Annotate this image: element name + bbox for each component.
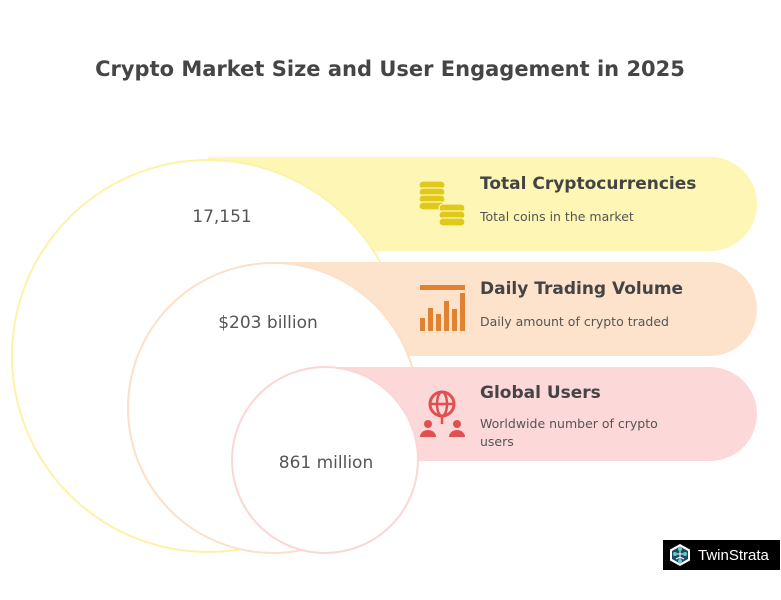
heading-global-users: Global Users bbox=[480, 383, 601, 403]
heading-total-cryptocurrencies: Total Cryptocurrencies bbox=[480, 174, 696, 194]
page-title: Crypto Market Size and User Engagement i… bbox=[95, 57, 685, 81]
bar-chart-icon bbox=[420, 285, 465, 331]
heading-daily-trading-volume: Daily Trading Volume bbox=[480, 279, 683, 299]
value-global-users: 861 million bbox=[279, 453, 373, 473]
desc-global-users-line1: Worldwide number of crypto bbox=[480, 416, 658, 431]
globe-users-icon bbox=[420, 390, 465, 437]
coins-icon bbox=[418, 180, 466, 227]
value-daily-trading-volume: $203 billion bbox=[218, 313, 318, 333]
desc-global-users-line2: users bbox=[480, 434, 514, 449]
value-total-cryptocurrencies: 17,151 bbox=[192, 207, 251, 227]
network-logo-icon bbox=[670, 544, 690, 566]
band-global-users bbox=[325, 367, 757, 461]
brand-name: TwinStrata bbox=[698, 546, 769, 564]
circle-global-users bbox=[231, 366, 419, 554]
brand-logo: TwinStrata bbox=[663, 540, 780, 570]
desc-total-cryptocurrencies: Total coins in the market bbox=[479, 209, 634, 224]
desc-daily-trading-volume: Daily amount of crypto traded bbox=[480, 314, 669, 329]
